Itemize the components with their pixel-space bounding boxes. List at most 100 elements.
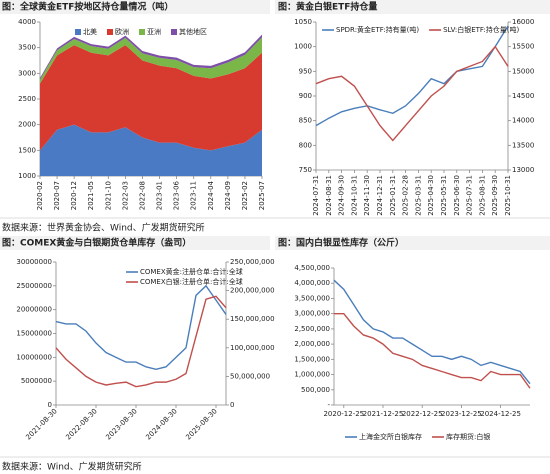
y-tick-label: 2000 [18, 121, 36, 129]
x-tick-label: 2021-10 [104, 181, 112, 210]
legend-swatch [75, 29, 81, 35]
y-tick-label: 10000000 [16, 353, 52, 361]
x-tick-label: 2022-08 [138, 181, 146, 210]
x-tick-label: 2020-07 [53, 181, 61, 210]
x-tick-label: 2024-12-31 [376, 175, 384, 216]
y-tick-label: 2500 [18, 95, 36, 103]
legend-label: SPDR:黄金ETF:持有量(吨) [336, 25, 419, 34]
legend-label: COMEX白银:注册仓单:合计:全球 [140, 277, 243, 286]
x-tick-label: 2025-02 [241, 181, 249, 210]
y-tick-label: - [327, 401, 330, 409]
x-tick-label: 2022-12-25 [402, 410, 443, 418]
x-tick-label: 2023-01 [156, 181, 164, 210]
x-tick-label: 2020-02 [36, 181, 44, 210]
y-tick-label: 4,000,000 [294, 279, 330, 287]
x-tick-label: 2025-04-30 [427, 175, 435, 216]
x-tick-label: 2025-05-31 [440, 175, 448, 216]
legend-swatch [107, 29, 113, 35]
x-tick-label: 2024-08-31 [325, 175, 333, 216]
source: 数据来源：世界黄金协会、Wind、广发期货研究所 [2, 222, 205, 234]
y-tick-label: 1050 [294, 18, 312, 26]
x-tick-label: 2025-10-31 [504, 175, 512, 216]
legend-label: 北美 [83, 27, 97, 36]
y-tick-label: 1,500,000 [294, 355, 330, 363]
line [55, 284, 227, 370]
x-tick-label: 2024-12-25 [480, 410, 521, 418]
x-tick-label: 2025-02-28 [402, 175, 410, 216]
chart-title: 图：国内白银显性库存（公斤） [278, 237, 404, 249]
x-tick-label: 2025-08-31 [478, 175, 486, 216]
title-bar [275, 236, 550, 250]
y2-tick-label: 16000 [512, 18, 534, 26]
area [40, 37, 262, 84]
y-tick-label: 3000 [18, 69, 36, 77]
y-tick-label: 3,000,000 [294, 310, 330, 318]
y2-tick-label: 50,000,000 [230, 372, 270, 380]
y-tick-label: 3,500,000 [294, 294, 330, 302]
x-tick-label: 2024-10-31 [350, 175, 358, 216]
legend-swatch [139, 29, 145, 35]
y-tick-label: 25000000 [16, 282, 52, 290]
x-tick-label: 2021-08-30 [24, 407, 58, 441]
y-tick-label: 1000 [18, 172, 36, 180]
y-tick-label: 1,000,000 [294, 371, 330, 379]
x-tick-label: 2024-09 [224, 181, 232, 210]
y2-tick-label: 250,000,000 [230, 258, 275, 266]
legend-label: 欧洲 [115, 27, 129, 36]
y-tick-label: 500,000 [301, 386, 330, 394]
x-tick-label: 2023-06 [173, 180, 181, 210]
y-tick-label: 4000 [18, 18, 36, 26]
source: 数据来源：Wind、广发期货研究所 [2, 461, 142, 473]
y-tick-label: 15000000 [16, 330, 52, 338]
x-tick-label: 2023-12-25 [441, 410, 482, 418]
y-tick-label: 850 [299, 117, 312, 125]
line [334, 312, 531, 389]
legend-label: 亚洲 [147, 28, 161, 36]
chart-title: 图：COMEX黄金与白银期货仓单库存（盎司） [2, 237, 191, 249]
y-tick-label: 750 [299, 166, 312, 174]
x-tick-label: 2025-06-30 [453, 175, 461, 216]
x-tick-label: 2020-12 [70, 181, 78, 210]
line [333, 279, 531, 385]
x-tick-label: 2025-07-31 [466, 175, 474, 216]
y2-tick-label: 13500 [512, 141, 534, 149]
x-tick-label: 2021-12-25 [363, 410, 404, 418]
chart-title: 图：全球黄金ETF按地区持仓量情况（吨） [2, 1, 173, 13]
legend-label: 上海金交所白银库存 [359, 432, 422, 441]
chart-title: 图：黄金白银ETF持仓量 [278, 1, 377, 13]
x-tick-label: 2025-08-30 [184, 407, 218, 441]
y-tick-label: 0 [48, 401, 52, 409]
x-tick-label: 2024-08-30 [144, 407, 178, 441]
y2-tick-label: 150,000,000 [230, 315, 275, 323]
legend-swatch [171, 29, 177, 35]
x-tick-label: 2021-05 [87, 181, 95, 210]
x-tick-label: 2020-12-25 [323, 410, 364, 418]
title-bar [0, 0, 270, 14]
y2-tick-label: 0 [230, 401, 234, 409]
x-tick-label: 2022-08-30 [64, 407, 98, 441]
x-tick-label: 2022-03 [121, 181, 129, 210]
y-tick-label: 1000 [294, 43, 312, 51]
y-tick-label: 800 [299, 141, 312, 149]
area [40, 124, 262, 176]
y2-tick-label: 14500 [512, 92, 534, 100]
area [40, 34, 262, 80]
x-tick-label: 2023-11 [190, 181, 198, 210]
x-tick-label: 2024-07-31 [312, 175, 320, 216]
line [55, 295, 227, 388]
legend-label: COMEX黄金:注册仓单:合计:全球 [140, 267, 243, 276]
y2-tick-label: 14000 [512, 117, 534, 125]
title-bar [0, 236, 270, 250]
x-tick-label: 2024-04 [207, 180, 215, 210]
y-tick-label: 5000000 [21, 377, 52, 385]
x-tick-label: 2024-11-30 [363, 175, 371, 216]
x-tick-label: 2025-09-30 [491, 175, 499, 216]
y-tick-label: 950 [299, 67, 312, 75]
y-tick-label: 20000000 [16, 306, 52, 314]
title-bar [275, 0, 550, 14]
x-tick-label: 2024-09-30 [338, 175, 346, 216]
line [315, 45, 509, 142]
y-tick-label: 3500 [18, 44, 36, 52]
x-tick-label: 2025-07 [258, 181, 266, 210]
